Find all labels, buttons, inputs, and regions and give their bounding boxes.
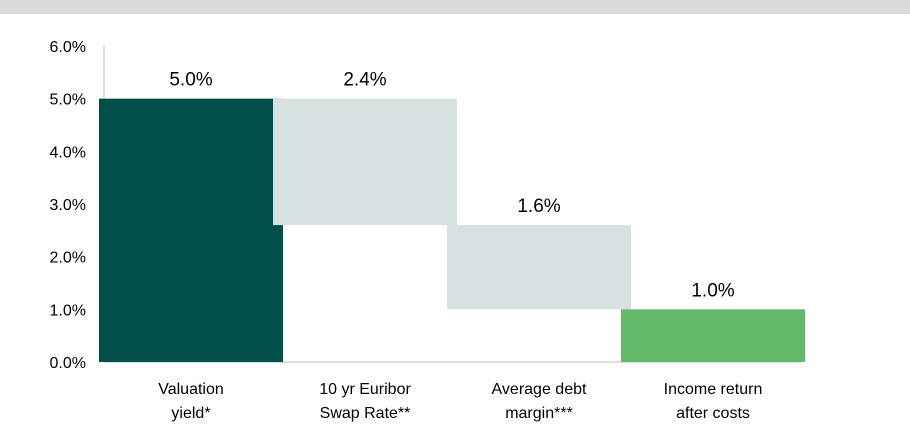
x-tick-label: Swap Rate** [320,405,411,422]
y-tick-label: 2.0% [50,250,86,267]
y-tick-label: 0.0% [50,355,86,372]
top-band [0,0,910,14]
bar-decrease [447,225,631,310]
y-tick-label: 5.0% [50,92,86,109]
data-label: 1.0% [691,280,734,301]
y-tick-label: 4.0% [50,144,86,161]
y-tick-label: 6.0% [50,39,86,56]
y-tick-label: 3.0% [50,197,86,214]
y-tick-label: 1.0% [50,302,86,319]
x-tick-label: Valuation [158,381,224,398]
x-tick-label: Average debt [492,381,587,398]
data-label: 2.4% [343,70,386,91]
x-tick-label: Income return [664,381,763,398]
data-label: 5.0% [169,70,212,91]
bar-result [621,309,805,362]
data-label: 1.6% [517,196,560,217]
x-tick-label: 10 yr Euribor [319,381,411,398]
bar-total [99,98,283,363]
x-tick-label: margin*** [505,405,573,422]
x-tick-label: yield* [171,405,210,422]
x-tick-label: after costs [676,405,750,422]
bar-decrease [273,98,457,226]
